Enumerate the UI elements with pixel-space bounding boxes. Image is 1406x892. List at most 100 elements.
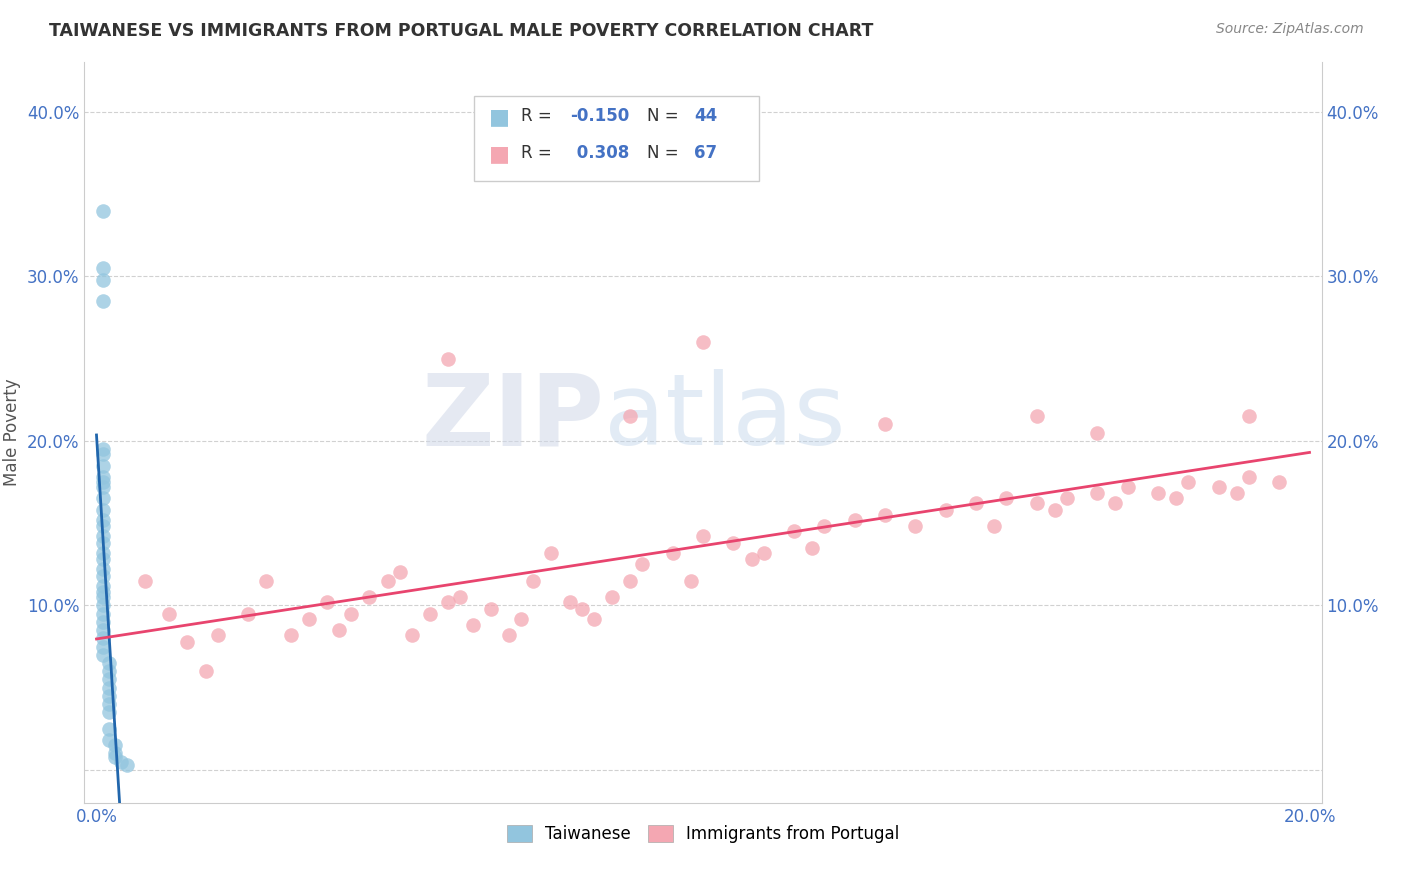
Point: [873, 508, 896, 522]
Point: [692, 529, 714, 543]
Point: [619, 574, 641, 588]
Point: [1237, 470, 1260, 484]
Point: [91, 529, 114, 543]
Text: ■: ■: [489, 107, 510, 127]
Point: [752, 546, 775, 560]
Point: [359, 590, 381, 604]
Point: [983, 519, 1005, 533]
Point: [176, 634, 198, 648]
Text: -0.150: -0.150: [571, 107, 630, 125]
Point: [91, 447, 114, 461]
Point: [1177, 475, 1199, 489]
Point: [91, 458, 114, 473]
Point: [97, 673, 120, 687]
Point: [134, 574, 156, 588]
Point: [254, 574, 277, 588]
Point: [91, 442, 114, 456]
Point: [91, 632, 114, 646]
Point: [540, 546, 562, 560]
Point: [498, 628, 520, 642]
Text: 44: 44: [695, 107, 717, 125]
Point: [1056, 491, 1078, 506]
Point: [783, 524, 806, 539]
Point: [437, 351, 460, 366]
Text: atlas: atlas: [605, 369, 845, 467]
Point: [91, 615, 114, 629]
Point: [619, 409, 641, 424]
Point: [1085, 425, 1108, 440]
Point: [91, 546, 114, 560]
Point: [97, 681, 120, 695]
Point: [692, 335, 714, 350]
Text: 67: 67: [695, 144, 717, 161]
Point: [104, 738, 127, 752]
Point: [723, 536, 745, 550]
Point: [1025, 496, 1047, 510]
Point: [1025, 409, 1047, 424]
Point: [801, 541, 824, 555]
Point: [157, 607, 180, 621]
Point: [510, 611, 533, 625]
Point: [91, 590, 114, 604]
Point: [91, 503, 114, 517]
Point: [1208, 480, 1230, 494]
Point: [377, 574, 399, 588]
Point: [91, 519, 114, 533]
Point: [97, 706, 120, 720]
Point: [995, 491, 1018, 506]
Point: [661, 546, 683, 560]
Point: [91, 491, 114, 506]
Text: TAIWANESE VS IMMIGRANTS FROM PORTUGAL MALE POVERTY CORRELATION CHART: TAIWANESE VS IMMIGRANTS FROM PORTUGAL MA…: [49, 22, 873, 40]
Point: [571, 601, 593, 615]
Point: [437, 595, 460, 609]
Point: [449, 590, 471, 604]
Point: [582, 611, 605, 625]
Point: [97, 722, 120, 736]
Point: [236, 607, 259, 621]
Point: [207, 628, 229, 642]
Point: [91, 203, 114, 218]
Point: [91, 585, 114, 599]
Point: [91, 470, 114, 484]
FancyBboxPatch shape: [474, 95, 759, 181]
Text: R =: R =: [522, 144, 557, 161]
Point: [97, 656, 120, 670]
Point: [1116, 480, 1139, 494]
Point: [679, 574, 702, 588]
Text: ■: ■: [489, 144, 510, 164]
Point: [298, 611, 321, 625]
Point: [1226, 486, 1249, 500]
Point: [844, 513, 866, 527]
Point: [1104, 496, 1126, 510]
Point: [104, 747, 127, 761]
Point: [91, 536, 114, 550]
Point: [1268, 475, 1291, 489]
Point: [91, 648, 114, 662]
Point: [91, 552, 114, 566]
Point: [965, 496, 987, 510]
Point: [388, 566, 411, 580]
Point: [904, 519, 927, 533]
Point: [91, 513, 114, 527]
Point: [631, 558, 654, 572]
Point: [461, 618, 484, 632]
Point: [91, 261, 114, 276]
Point: [115, 758, 138, 772]
Point: [316, 595, 339, 609]
Text: Source: ZipAtlas.com: Source: ZipAtlas.com: [1216, 22, 1364, 37]
Point: [401, 628, 423, 642]
Point: [522, 574, 544, 588]
Point: [91, 640, 114, 654]
Point: [97, 733, 120, 747]
Point: [741, 552, 763, 566]
Y-axis label: Male Poverty: Male Poverty: [3, 379, 21, 486]
Point: [91, 475, 114, 489]
Point: [91, 607, 114, 621]
Point: [600, 590, 623, 604]
Point: [91, 480, 114, 494]
Point: [419, 607, 441, 621]
Point: [194, 664, 217, 678]
Point: [1085, 486, 1108, 500]
Point: [1043, 503, 1066, 517]
Point: [91, 562, 114, 576]
